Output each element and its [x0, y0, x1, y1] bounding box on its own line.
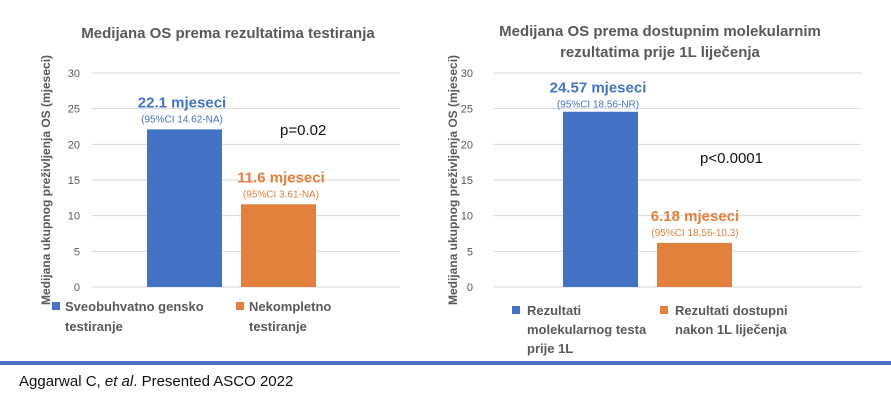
legend-label: prije 1L — [527, 341, 573, 356]
chart-os-by-testing: 0 5 10 15 20 25 30 Medijana ukupnog preživljenj… — [39, 25, 400, 334]
legend-swatch — [236, 302, 244, 310]
y-tick-label: 30 — [68, 68, 80, 80]
legend-label: Sveobuhvatno gensko — [65, 299, 204, 314]
citation-venue: . Presented ASCO 2022 — [133, 373, 294, 390]
y-tick-label: 5 — [74, 246, 80, 258]
legend-label: testiranje — [65, 319, 123, 334]
p-value-annotation: p<0.0001 — [700, 150, 763, 167]
legend-label: Rezultati dostupni — [675, 303, 788, 318]
bar-ci-label: (95%CI 3.61-NA) — [243, 189, 319, 200]
y-axis-label: Medijana ukupnog preživljenja OS (mjesec… — [39, 55, 53, 305]
bar — [147, 129, 222, 287]
y-tick-label: 25 — [68, 104, 80, 116]
y-tick-label: 20 — [461, 139, 473, 151]
y-tick-label: 25 — [461, 104, 473, 116]
p-value-annotation: p=0.02 — [280, 122, 326, 139]
bar-ci-label: (95%CI 14.62-NA) — [141, 114, 223, 125]
legend-swatch — [512, 306, 520, 314]
y-tick-label: 5 — [467, 246, 473, 258]
bar — [563, 111, 638, 287]
y-tick-label: 0 — [467, 282, 473, 294]
legend-swatch — [52, 302, 60, 310]
legend-label: testiranje — [249, 319, 307, 334]
legend-label: Rezultati — [527, 303, 581, 318]
bar — [241, 204, 316, 287]
divider-line — [0, 361, 891, 365]
bar-ci-label: (95%CI 18.56-10.3) — [651, 228, 738, 239]
y-tick-label: 15 — [68, 175, 80, 187]
citation-et-al: et al — [104, 373, 134, 390]
bar-value-label: 11.6 mjeseci — [237, 169, 325, 186]
y-axis-label: Medijana ukupnog preživljenja OS (mjesec… — [446, 55, 460, 305]
legend-swatch — [660, 306, 668, 314]
chart-title: Medijana OS prema rezultatima testiranja — [81, 25, 375, 42]
citation-authors: Aggarwal C, — [19, 373, 105, 390]
y-tick-label: 30 — [461, 68, 473, 80]
legend-label: molekularnog testa — [527, 322, 647, 337]
y-tick-label: 0 — [74, 282, 80, 294]
y-tick-label: 10 — [461, 211, 473, 223]
y-tick-label: 20 — [68, 139, 80, 151]
chart-title: Medijana OS prema dostupnim molekularnim — [499, 23, 821, 40]
bar-ci-label: (95%CI 18.56-NR) — [557, 100, 639, 111]
chart-title: rezultatima prije 1L liječenja — [560, 44, 760, 61]
y-tick-label: 15 — [461, 175, 473, 187]
citation: Aggarwal C, et al. Presented ASCO 2022 — [19, 373, 293, 390]
bar-value-label: 22.1 mjeseci — [138, 94, 226, 111]
bar-value-label: 6.18 mjeseci — [651, 208, 739, 225]
legend-label: Nekompletno — [249, 299, 331, 314]
bar — [657, 242, 732, 287]
legend-label: nakon 1L liječenja — [675, 322, 788, 337]
bar-value-label: 24.57 mjeseci — [550, 80, 647, 97]
y-tick-label: 10 — [68, 211, 80, 223]
